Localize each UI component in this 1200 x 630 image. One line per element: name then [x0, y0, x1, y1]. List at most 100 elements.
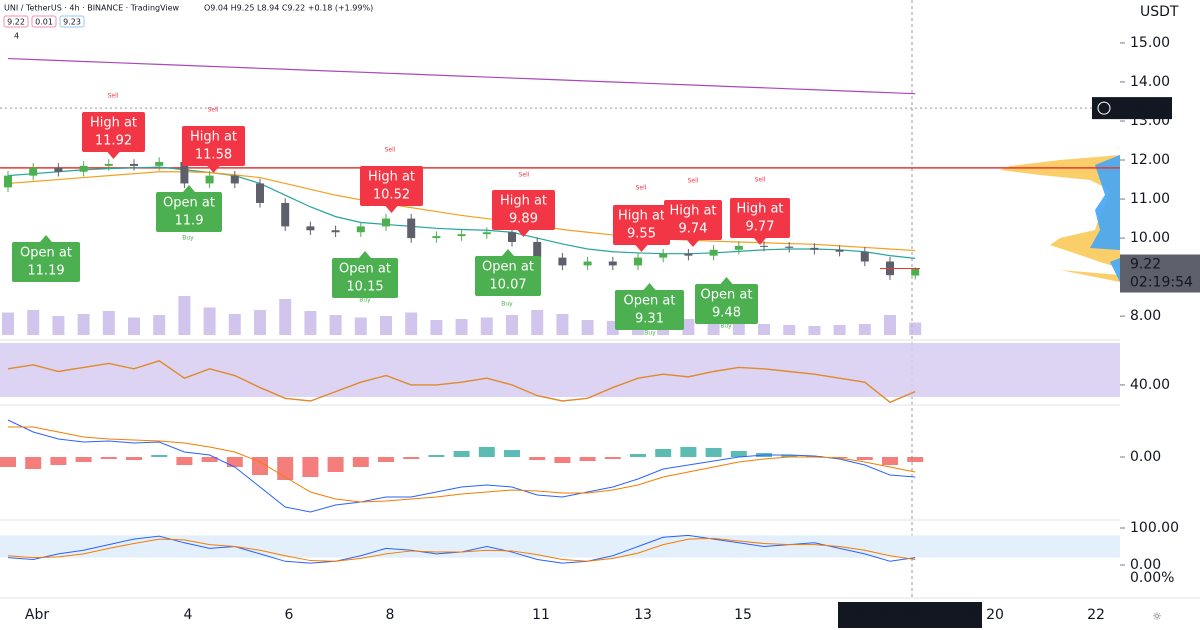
signal-pointer	[635, 245, 648, 252]
x-tick-label: Abr	[25, 607, 49, 623]
volume-bar	[203, 307, 216, 335]
signal-price: 9.77	[746, 220, 775, 235]
signal-pointer	[359, 251, 371, 258]
signal-price: 9.74	[679, 222, 708, 237]
input-value: 9.23	[63, 18, 81, 27]
signal-price: 9.55	[627, 227, 656, 242]
y-tick-label: 12.00	[1130, 152, 1170, 168]
volume-bar	[27, 310, 40, 335]
signal-tag: Sell	[208, 107, 219, 114]
last-price: 9.22	[1130, 257, 1161, 273]
signal-price: 11.19	[27, 264, 64, 279]
volume-bar	[329, 315, 342, 335]
volume-bar	[808, 326, 821, 335]
y-tick-label: 0.00	[1130, 557, 1161, 573]
ma-line	[7, 57, 916, 95]
signal-box	[156, 192, 222, 232]
signal-tag: Sell	[108, 93, 119, 100]
signal-box	[182, 126, 245, 166]
signal-tag: Sell	[755, 177, 766, 184]
volume-bar	[2, 312, 14, 335]
signal-pointer	[40, 235, 52, 242]
candle-body	[29, 167, 38, 176]
candle-body	[482, 232, 491, 235]
signal: High at 9.77 Sell	[730, 177, 790, 245]
input-value: 9.22	[7, 18, 25, 27]
signal-tag: Buy	[182, 235, 194, 242]
crosshair-date: 18 Abr '22	[848, 607, 921, 623]
macd-bar	[680, 447, 697, 457]
signal-price: 9.31	[635, 312, 664, 327]
signal-label: Open at	[163, 196, 215, 211]
volume-bar	[581, 320, 594, 335]
volume-bar	[128, 317, 140, 335]
candle-body	[130, 163, 138, 166]
volume-bar	[884, 315, 896, 335]
macd-bar	[25, 457, 42, 469]
candle-body	[734, 245, 743, 250]
volume-bar	[178, 296, 191, 335]
macd-bar	[0, 457, 16, 467]
volume-bar	[304, 311, 317, 335]
macd-bar	[604, 457, 621, 459]
candle-body	[432, 236, 441, 239]
currency: USDT	[1140, 4, 1179, 20]
candle-body	[104, 163, 113, 166]
signal-pointer	[207, 166, 220, 173]
candle-body	[407, 218, 416, 239]
signal-price: 10.15	[346, 280, 383, 295]
signal-box	[615, 290, 684, 330]
volume-bar	[506, 315, 518, 335]
macd-bar	[75, 457, 92, 462]
countdown: 02:19:54	[1130, 275, 1193, 291]
volume-bar	[405, 312, 418, 335]
signal-price: 11.92	[95, 134, 132, 149]
candle-body	[558, 257, 567, 266]
y-tick-label: 11.00	[1130, 191, 1170, 207]
volume-bar	[153, 315, 166, 335]
candle-body	[583, 261, 592, 266]
signal-tag: Buy	[501, 301, 513, 308]
signal-tag: Sell	[519, 172, 530, 179]
signal: High at 11.92 Sell	[82, 93, 145, 159]
input-value: 0.01	[35, 18, 53, 27]
signal-tag: Buy	[720, 323, 732, 330]
signal-tag: Sell	[385, 147, 396, 154]
signal-price: 9.48	[712, 306, 741, 321]
stoch-band	[0, 535, 1120, 558]
candle-body	[760, 245, 768, 247]
candle-body	[4, 175, 12, 188]
macd-bar	[50, 457, 67, 465]
candle-body	[356, 226, 365, 233]
y-tick-label: 0.00	[1130, 449, 1161, 465]
x-tick-label: 20	[986, 607, 1004, 623]
signal-label: High at	[368, 170, 415, 185]
signal-pointer	[517, 230, 530, 237]
signal-box	[664, 200, 722, 240]
settings-icon[interactable]: ☼	[1152, 610, 1162, 623]
symbol: UNI / TetherUS · 4h · BINANCE · TradingV…	[4, 4, 180, 13]
x-tick-label: 15	[734, 607, 752, 623]
macd-bar	[630, 454, 646, 457]
volume-bar	[858, 324, 871, 335]
macd-bar	[856, 457, 873, 460]
volume-bar	[430, 320, 443, 335]
macd-line	[8, 426, 916, 503]
marker-plus	[1097, 101, 1111, 115]
volume-bar	[455, 319, 468, 335]
macd-line	[7, 419, 916, 513]
x-tick-label: 6	[285, 607, 294, 623]
y-tick-label: 10.00	[1130, 230, 1170, 246]
macd-bar	[504, 450, 520, 457]
y-tick-label: 15.00	[1130, 35, 1170, 51]
macd-bar	[478, 447, 495, 457]
signal-box	[475, 256, 541, 296]
candle-body	[634, 257, 642, 266]
signal-label: Open at	[701, 288, 753, 303]
signal-label: High at	[190, 130, 237, 145]
signal: Open at 9.48 Buy	[695, 277, 758, 330]
stoch-line	[7, 537, 916, 562]
candle-body	[382, 218, 390, 227]
signal-price: 11.58	[195, 148, 232, 163]
signal-pointer	[107, 152, 120, 159]
